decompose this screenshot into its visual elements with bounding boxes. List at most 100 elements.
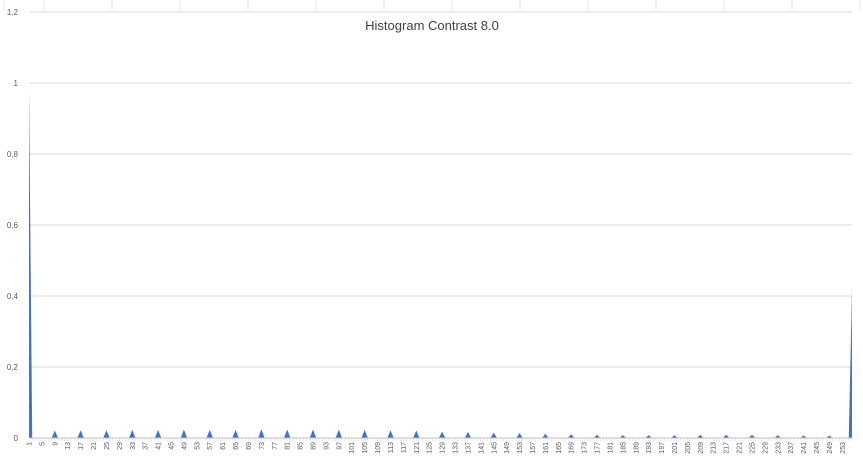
y-tick-label: 1,2 — [7, 8, 19, 17]
x-tick-label: 9 — [52, 442, 59, 446]
y-tick-label: 0,6 — [7, 221, 19, 230]
histogram-spike — [154, 429, 162, 438]
histogram-spike — [490, 432, 497, 438]
x-tick-label: 185 — [620, 442, 627, 454]
x-tick-label: 201 — [672, 442, 679, 454]
histogram-spike — [516, 433, 523, 438]
x-tick-label: 41 — [156, 442, 163, 450]
x-tick-label: 241 — [801, 442, 808, 454]
histogram-spike — [29, 86, 33, 439]
histogram-spike — [206, 429, 213, 438]
histogram-spike — [413, 430, 420, 438]
histogram-spike — [671, 435, 678, 438]
x-tick-label: 17 — [78, 442, 85, 450]
x-tick-label: 49 — [181, 442, 188, 450]
histogram-spike — [309, 429, 317, 438]
x-tick-label: 205 — [685, 442, 692, 454]
x-tick-label: 1 — [27, 442, 34, 446]
x-tick-label: 141 — [478, 442, 485, 454]
histogram-spike — [593, 434, 601, 438]
histogram-spike — [51, 430, 59, 438]
x-tick-label: 189 — [633, 442, 640, 454]
x-tick-label: 137 — [465, 442, 472, 454]
x-tick-label: 85 — [298, 442, 305, 450]
y-tick-label: 0,8 — [7, 150, 19, 159]
x-tick-label: 77 — [272, 442, 279, 450]
x-tick-label: 109 — [375, 442, 382, 454]
x-tick-label: 181 — [607, 442, 614, 454]
histogram-spike — [826, 435, 833, 438]
histogram-spike — [748, 434, 756, 438]
x-tick-label: 165 — [556, 442, 563, 454]
x-tick-label: 249 — [827, 442, 834, 454]
histogram-spike — [722, 434, 730, 438]
y-tick-label: 0,4 — [7, 292, 19, 301]
x-tick-label: 177 — [595, 442, 602, 454]
histogram-spike — [567, 434, 575, 438]
x-tick-label: 229 — [762, 442, 769, 454]
histogram-spike — [180, 429, 188, 438]
x-tick-label: 25 — [104, 442, 111, 450]
x-tick-label: 125 — [427, 442, 434, 454]
x-tick-label: 209 — [698, 442, 705, 454]
x-tick-label: 29 — [117, 442, 124, 450]
x-tick-label: 65 — [233, 442, 240, 450]
series-area — [29, 86, 852, 439]
x-tick-label: 129 — [440, 442, 447, 454]
x-axis — [28, 437, 853, 441]
x-tick-label: 169 — [569, 442, 576, 454]
chart-title: Histogram Contrast 8.0 — [365, 18, 499, 33]
spreadsheet-gridlines — [3, 0, 861, 10]
x-tick-label: 149 — [504, 442, 511, 454]
histogram-spike — [619, 435, 627, 438]
x-tick-label: 73 — [259, 442, 266, 450]
histogram-spike — [697, 434, 704, 438]
x-tick-label: 197 — [659, 442, 666, 454]
x-tick-label: 161 — [543, 442, 550, 454]
x-tick-label: 173 — [582, 442, 589, 454]
x-tick-label: 113 — [388, 442, 395, 453]
x-tick-label: 5 — [39, 442, 46, 446]
histogram-spike — [232, 429, 239, 438]
x-tick-label: 237 — [788, 442, 795, 454]
x-tick-label: 133 — [453, 442, 460, 454]
x-tick-label: 93 — [323, 442, 330, 450]
x-tick-label: 193 — [646, 442, 653, 454]
histogram-spike — [258, 429, 265, 438]
x-tick-label: 233 — [775, 442, 782, 454]
histogram-spike — [848, 288, 852, 438]
histogram-spike — [774, 435, 781, 438]
histogram-spike — [103, 430, 110, 438]
x-tick-label: 101 — [349, 442, 356, 454]
x-tick-label: 145 — [491, 442, 498, 454]
x-axis-tick-labels: 1 5 9 13 17 21 25 29 33 37 41 45 49 53 57 61 65 69 73 77 81 8… — [27, 442, 847, 454]
x-tick-label: 53 — [194, 442, 201, 450]
histogram-spike — [645, 435, 652, 438]
y-tick-label: 1 — [14, 79, 19, 88]
x-tick-label: 81 — [285, 442, 292, 450]
histogram-spike — [800, 435, 807, 438]
histogram-spike — [361, 429, 368, 438]
x-tick-label: 221 — [737, 442, 744, 454]
histogram-spike — [387, 430, 394, 438]
y-axis-tick-labels: 0 0,2 0,4 0,6 0,8 1 1,2 — [7, 8, 19, 443]
x-tick-label: 117 — [401, 442, 408, 453]
histogram-spike — [283, 429, 291, 438]
y-tick-label: 0 — [14, 434, 19, 443]
x-tick-label: 57 — [207, 442, 214, 450]
x-tick-label: 157 — [530, 442, 537, 454]
x-tick-label: 105 — [362, 442, 369, 454]
x-tick-label: 245 — [814, 442, 821, 454]
x-tick-label: 213 — [711, 442, 718, 454]
x-tick-label: 33 — [130, 442, 137, 450]
x-tick-label: 253 — [840, 442, 847, 454]
x-tick-label: 217 — [724, 442, 731, 454]
x-tick-label: 13 — [65, 442, 72, 450]
histogram-spike — [335, 429, 343, 438]
histogram-spike — [129, 429, 136, 438]
x-tick-label: 225 — [749, 442, 756, 454]
histogram-spike — [542, 433, 549, 438]
x-tick-label: 61 — [220, 442, 227, 450]
x-tick-label: 45 — [169, 442, 176, 450]
x-tick-label: 97 — [336, 442, 343, 450]
